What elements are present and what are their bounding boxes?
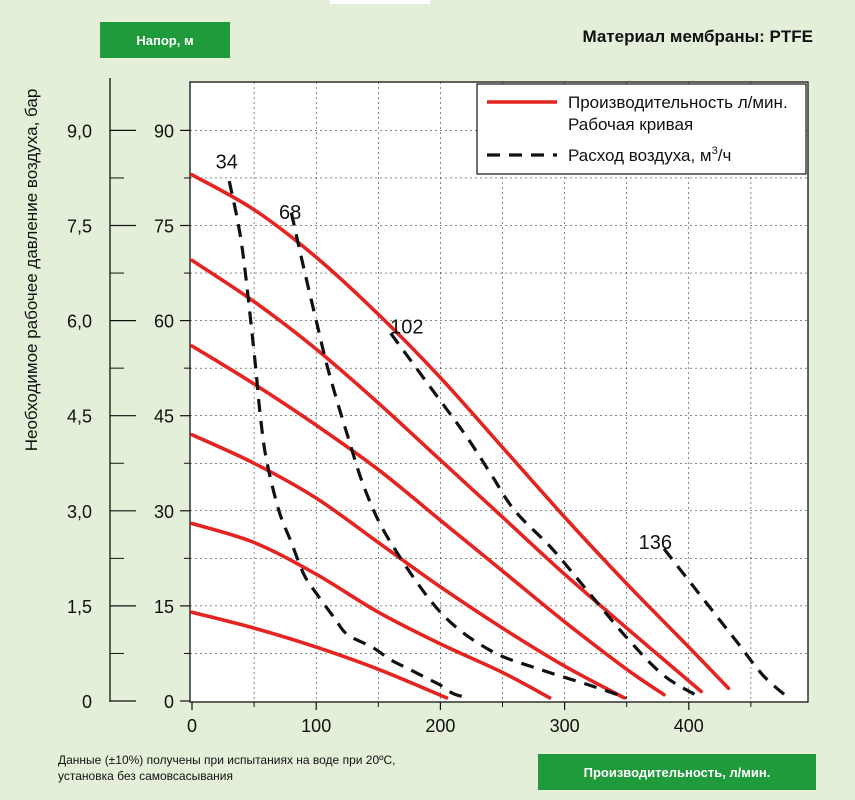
axes: 0 100 200 300 400 0 15 30 45 60 75 90 0 1,5 3,0 4,5 6,0 7… bbox=[67, 78, 752, 736]
performance-curve-3 bbox=[190, 432, 626, 700]
y-tick-label: 30 bbox=[154, 502, 174, 522]
legend-air-suffix: /ч bbox=[718, 146, 732, 165]
y-tick-label: 15 bbox=[154, 597, 174, 617]
performance-curve-5 bbox=[190, 258, 703, 694]
y2-tick-label: 0 bbox=[82, 692, 92, 712]
performance-curve-4 bbox=[190, 344, 666, 697]
legend-label-performance: Производительность л/мин. bbox=[568, 93, 788, 112]
test-conditions-note: Данные (±10%) получены при испытаниях на… bbox=[58, 752, 396, 784]
grid bbox=[189, 81, 809, 703]
y2-tick-label: 7,5 bbox=[67, 217, 92, 237]
y-tick-label: 75 bbox=[154, 217, 174, 237]
x-tick-label: 0 bbox=[187, 716, 197, 736]
performance-curve-2 bbox=[190, 521, 552, 700]
y-tick-label: 0 bbox=[164, 692, 174, 712]
x-tick-label: 400 bbox=[674, 716, 704, 736]
y2-tick-label: 4,5 bbox=[67, 407, 92, 427]
air-curve-102 bbox=[389, 332, 703, 700]
x-tick-label: 200 bbox=[425, 716, 455, 736]
legend-label-air: Расход воздуха, м3/ч bbox=[568, 145, 731, 165]
flow-axis-badge: Производительность, л/мин. bbox=[538, 754, 816, 790]
performance-curve-1 bbox=[190, 610, 449, 700]
air-curve-label-34: 34 bbox=[216, 151, 238, 173]
legend: Производительность л/мин. Рабочая кривая Р… bbox=[476, 83, 807, 175]
head-axis-badge: Напор, м bbox=[100, 22, 230, 58]
legend-label-working-curve: Рабочая кривая bbox=[568, 115, 693, 134]
legend-box bbox=[476, 83, 807, 175]
y2-tick-label: 9,0 bbox=[67, 121, 92, 141]
y2-tick-label: 3,0 bbox=[67, 502, 92, 522]
y2-tick-label: 6,0 bbox=[67, 312, 92, 332]
performance-curve-6 bbox=[190, 173, 731, 691]
y-tick-label: 60 bbox=[154, 312, 174, 332]
air-curve-68 bbox=[289, 212, 628, 700]
y-tick-label: 90 bbox=[154, 121, 174, 141]
x-tick-label: 300 bbox=[550, 716, 580, 736]
air-curve-136 bbox=[662, 547, 790, 700]
air-curve-label-136: 136 bbox=[639, 532, 672, 554]
x-tick-label: 100 bbox=[301, 716, 331, 736]
air-curve-34 bbox=[227, 180, 469, 700]
plot-area bbox=[189, 81, 809, 703]
membrane-material-title: Материал мембраны: PTFE bbox=[582, 27, 813, 46]
air-consumption-curves: 34 68 102 136 bbox=[216, 151, 790, 700]
y-tick-label: 45 bbox=[154, 407, 174, 427]
legend-air-text: Расход воздуха, м bbox=[568, 146, 712, 165]
y2-tick-label: 1,5 bbox=[67, 597, 92, 617]
legend-air-sup: 3 bbox=[712, 145, 718, 157]
note-line-1: Данные (±10%) получены при испытаниях на… bbox=[58, 753, 396, 767]
top-strip bbox=[330, 0, 430, 4]
air-curve-label-102: 102 bbox=[390, 316, 423, 338]
air-curve-label-68: 68 bbox=[279, 202, 301, 224]
note-line-2: установка без самовсасывания bbox=[58, 769, 233, 783]
performance-curves bbox=[190, 173, 731, 700]
